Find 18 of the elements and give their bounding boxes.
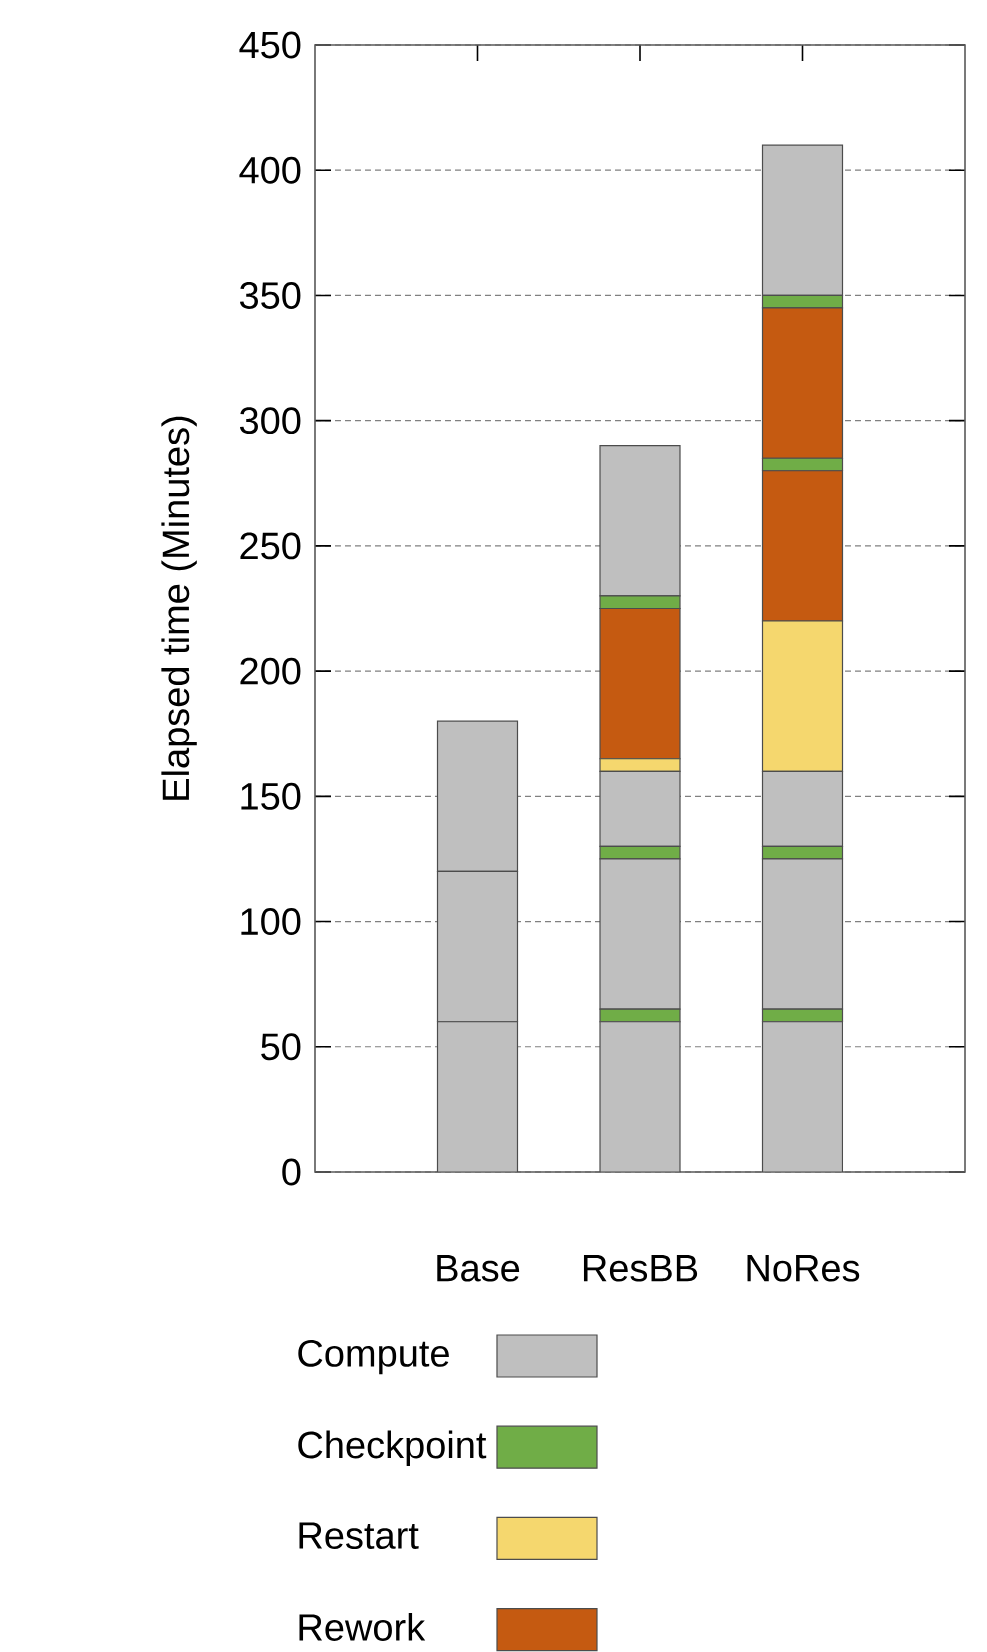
y-tick-label: 350 <box>239 281 301 309</box>
y-tick-label: 200 <box>240 657 301 685</box>
x-tick-label: NoRes <box>747 1255 860 1282</box>
legend-label: Compute <box>298 1339 449 1375</box>
y-tick-label: 100 <box>241 908 301 936</box>
y-tick-label: 450 <box>239 31 301 59</box>
y-axis-title: Elapsed time (Minutes) <box>161 416 197 800</box>
x-tick-label: ResBB <box>583 1255 698 1282</box>
y-tick-label: 150 <box>241 782 301 810</box>
y-tick-label: 300 <box>239 407 301 435</box>
y-tick-label: 0 <box>282 1158 301 1186</box>
legend-label: Rework <box>299 1612 426 1641</box>
y-tick-label: 400 <box>239 156 301 184</box>
legend-label: Restart <box>299 1522 419 1549</box>
x-tick-label: Base <box>437 1255 520 1282</box>
y-tick-label: 250 <box>240 532 301 560</box>
legend-label: Checkpoint <box>298 1430 487 1466</box>
y-tick-label: 50 <box>261 1033 301 1061</box>
